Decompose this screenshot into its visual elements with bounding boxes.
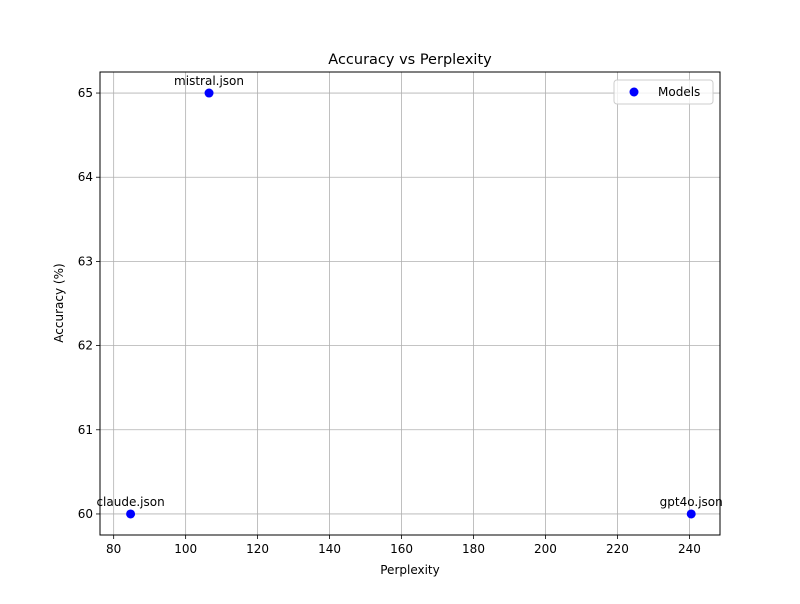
y-tick-label: 61: [78, 423, 93, 437]
chart-title: Accuracy vs Perplexity: [328, 52, 492, 68]
point-label: gpt4o.json: [660, 495, 723, 509]
point-label: mistral.json: [174, 74, 244, 88]
x-tick-label: 140: [318, 542, 341, 556]
x-tick-label: 100: [174, 542, 197, 556]
x-tick-label: 200: [534, 542, 557, 556]
data-points: [126, 88, 696, 519]
legend-label: Models: [658, 85, 700, 99]
axes: 80 100 120 140 160 180 200 220 240 60 61 62 63 64 65: [78, 71, 721, 556]
x-tick-label: 120: [246, 542, 269, 556]
x-tick-label: 180: [462, 542, 485, 556]
x-tick-label: 220: [606, 542, 629, 556]
grid-lines: [100, 72, 720, 535]
point-label: claude.json: [96, 495, 164, 509]
x-axis-label: Perplexity: [380, 563, 440, 577]
x-tick-label: 80: [106, 542, 121, 556]
data-point: [204, 88, 214, 98]
y-tick-label: 64: [78, 170, 93, 184]
legend-box: [613, 79, 714, 105]
legend: Models: [613, 79, 714, 105]
y-tick-label: 65: [78, 86, 93, 100]
y-tick-label: 60: [78, 507, 93, 521]
data-point: [126, 509, 136, 519]
legend-marker: [629, 87, 639, 97]
y-axis-label: Accuracy (%): [52, 263, 66, 342]
y-tick-label: 63: [78, 254, 93, 268]
data-point: [686, 509, 696, 519]
x-tick-label: 160: [390, 542, 413, 556]
point-annotations: claude.json mistral.json gpt4o.json: [96, 74, 722, 509]
y-tick-label: 62: [78, 339, 93, 353]
x-tick-label: 240: [678, 542, 701, 556]
plot-frame: [99, 71, 721, 536]
